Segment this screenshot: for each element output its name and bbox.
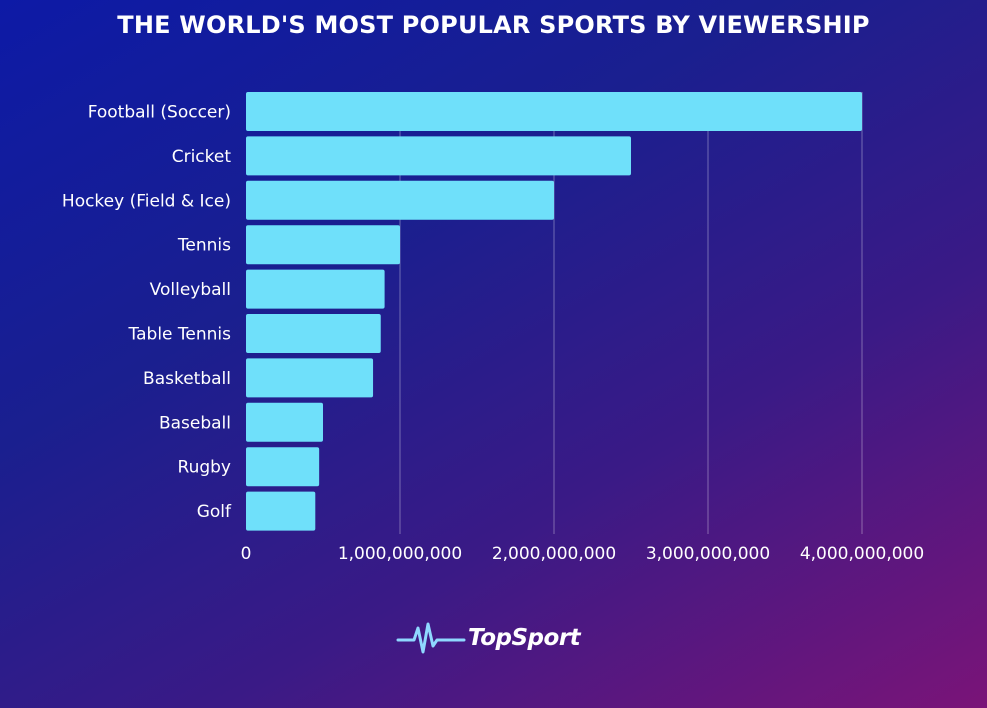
category-label: Hockey (Field & Ice) [62,191,231,211]
category-label: Tennis [177,236,231,256]
bar [246,269,385,309]
category-label: Table Tennis [128,325,232,345]
bar [246,491,316,531]
x-tick-label: 4,000,000,000 [800,544,924,564]
bar [246,358,374,398]
bars [246,92,862,531]
bar [246,402,323,442]
category-label: Baseball [159,413,231,433]
bar [246,136,631,176]
category-label: Golf [197,502,232,522]
chart-title: THE WORLD'S MOST POPULAR SPORTS BY VIEWE… [117,11,870,39]
category-labels: Football (Soccer) Cricket Hockey (Field & … [62,103,232,523]
x-tick-label: 1,000,000,000 [338,544,462,564]
bar [246,447,320,487]
bar [246,92,862,131]
category-label: Volleyball [150,280,231,300]
x-tick-label: 0 [241,544,252,564]
pulse-line-icon [396,622,466,654]
x-tick-label: 2,000,000,000 [492,544,616,564]
category-label: Basketball [143,369,231,389]
bar [246,180,554,220]
category-label: Rugby [178,458,231,478]
bar [246,314,381,353]
brand-logo: TopSport [396,618,581,658]
x-tick-labels: 0 1,000,000,000 2,000,000,000 3,000,000,000… [241,544,925,564]
x-tick-label: 3,000,000,000 [646,544,770,564]
bar [246,225,400,265]
category-label: Football (Soccer) [88,103,231,123]
brand-name: TopSport [468,625,581,651]
category-label: Cricket [172,147,232,167]
